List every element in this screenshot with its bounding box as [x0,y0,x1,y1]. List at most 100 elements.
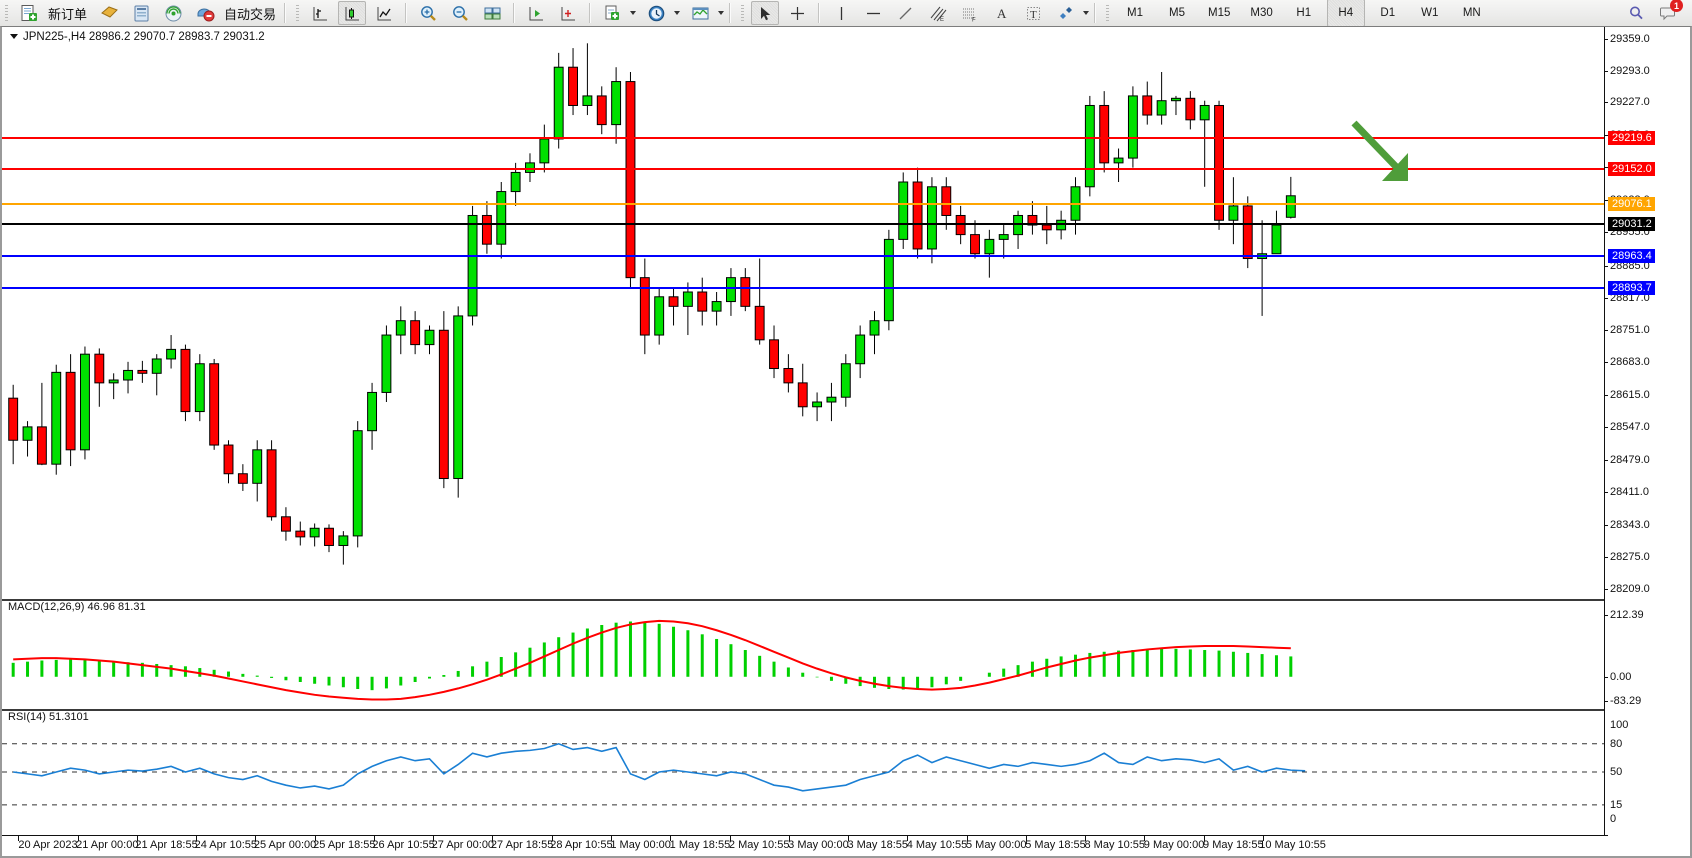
macd-pane[interactable]: MACD(12,26,9) 46.96 81.31 [2,599,1608,709]
price-tag-current-price[interactable]: 29031.2 [1608,217,1655,231]
collapse-arrow-icon[interactable] [10,34,18,40]
price-tag-support-2[interactable]: 28893.7 [1608,281,1655,295]
time-tick-mark [729,836,731,841]
time-axis[interactable]: 20 Apr 2023 21 Apr 00:00 21 Apr 18:55 24 Ap… [2,835,1608,856]
rsi-tick: 0 [1610,813,1617,825]
chart-shift-icon[interactable] [522,1,550,25]
price-tag-support-1[interactable]: 28963.4 [1608,249,1655,263]
price-tick-mark [1604,329,1608,331]
chart-title: JPN225-,H4 28986.2 29070.7 28983.7 29031… [10,31,265,43]
down-arrow[interactable] [1350,119,1422,191]
label-icon[interactable]: T [1019,1,1047,25]
time-tick: 10 May 10:55 [1259,839,1326,851]
price-tag-resistance-2[interactable]: 29219.6 [1608,131,1655,145]
time-tick-mark [848,836,850,841]
toolbar-divider-4 [589,3,592,23]
price-tick-mark [1604,492,1608,494]
objects-icon[interactable] [1051,1,1079,25]
time-tick-mark [1144,836,1146,841]
timeframe-h4[interactable]: H4 [1326,0,1365,27]
time-tick: 1 May 00:00 [610,839,671,851]
signals-icon[interactable] [159,1,187,25]
price-tick: 28275.0 [1610,551,1650,564]
rsi-tick: 100 [1610,719,1629,731]
timeframe-h1[interactable]: H1 [1296,7,1312,19]
candlestick-icon[interactable] [338,1,367,25]
objects-dropdown-caret[interactable] [1083,11,1090,15]
rsi-pane[interactable]: RSI(14) 51.3101 [2,709,1608,837]
navigator-icon[interactable] [127,1,155,25]
price-tick: 28751.0 [1610,323,1650,336]
hline-icon[interactable] [859,1,887,25]
time-tick-mark [492,836,494,841]
timeframe-m30[interactable]: M30 [1250,7,1273,19]
tile-windows-icon[interactable] [478,1,506,25]
price-tick: 28479.0 [1610,453,1650,466]
trendline-icon[interactable] [891,1,919,25]
svg-text:E: E [940,17,944,23]
toolbar-grip-4[interactable] [1104,3,1113,23]
templates-icon[interactable] [686,1,714,25]
main-toolbar: 新订单 自动交易 [0,0,1692,27]
time-tick: 8 May 10:55 [1084,839,1146,851]
pane-divider-macd [2,599,1608,601]
price-tick-mark [1604,589,1608,590]
fibonacci-icon[interactable]: F [955,1,983,25]
time-tick: 26 Apr 10:55 [372,839,435,851]
autotrading-icon[interactable] [191,1,219,25]
new-order-icon[interactable] [15,1,43,25]
price-pane[interactable]: JPN225-,H4 28986.2 29070.7 28983.7 29031… [2,27,1612,599]
time-tick: 21 Apr 00:00 [76,839,139,851]
time-tick-mark [551,836,553,841]
timeframe-d1[interactable]: D1 [1380,7,1396,19]
toolbar-grip-2[interactable] [294,3,303,23]
timeframe-m1[interactable]: M1 [1127,7,1144,19]
zoom-in-icon[interactable] [414,1,442,25]
search-icon[interactable] [1622,1,1650,25]
text-icon[interactable]: A [987,1,1015,25]
period-icon[interactable] [642,1,670,25]
timeframe-m5[interactable]: M5 [1169,7,1186,19]
time-tick: 3 May 18:55 [847,839,908,851]
new-order-label[interactable]: 新订单 [48,7,88,23]
time-tick-mark [1203,836,1205,841]
time-tick: 3 May 00:00 [788,839,849,851]
timeframe-w1[interactable]: W1 [1421,7,1439,19]
timeframe-mn[interactable]: MN [1462,7,1481,19]
cursor-icon[interactable] [751,1,780,25]
toolbar-grip[interactable] [3,3,11,23]
time-tick: 28 Apr 10:55 [550,839,613,851]
bar-chart-icon[interactable] [306,1,334,25]
toolbar-divider [284,3,287,23]
time-tick-mark [788,836,790,841]
autotrading-label[interactable]: 自动交易 [224,7,277,23]
notifications-icon[interactable]: 1 [1654,0,1683,25]
chart-autoscroll-icon[interactable] [554,1,582,25]
price-tag-pivot[interactable]: 29076.1 [1608,197,1655,211]
toolbar-divider-3 [513,3,516,23]
vline-icon[interactable] [827,1,855,25]
period-dropdown-caret[interactable] [674,11,681,15]
time-tick: 4 May 10:55 [906,839,968,851]
add-indicator-icon[interactable] [598,1,626,25]
time-tick-mark [611,836,613,841]
time-tick: 24 Apr 10:55 [194,839,257,851]
crosshair-icon[interactable] [783,1,811,25]
terminal-icon[interactable] [95,1,123,25]
time-tick: 25 Apr 18:55 [313,839,376,851]
macd-label: MACD(12,26,9) 46.96 81.31 [8,601,146,613]
time-tick: 5 May 18:55 [1025,839,1086,851]
timeframe-m15[interactable]: M15 [1208,7,1231,19]
toolbar-divider-7 [1094,3,1097,23]
price-tick: 28411.0 [1610,486,1649,499]
time-tick-mark [966,836,968,841]
zoom-out-icon[interactable] [446,1,474,25]
toolbar-grip-3[interactable] [739,3,748,23]
equidistant-channel-icon[interactable]: E [923,1,951,25]
line-chart-icon[interactable] [370,1,398,25]
templates-dropdown-caret[interactable] [718,11,725,15]
time-tick: 1 May 18:55 [669,839,731,851]
indicator-dropdown-caret[interactable] [630,11,637,15]
time-tick-mark [1025,836,1027,841]
price-tag-resistance-1[interactable]: 29152.0 [1608,162,1655,176]
